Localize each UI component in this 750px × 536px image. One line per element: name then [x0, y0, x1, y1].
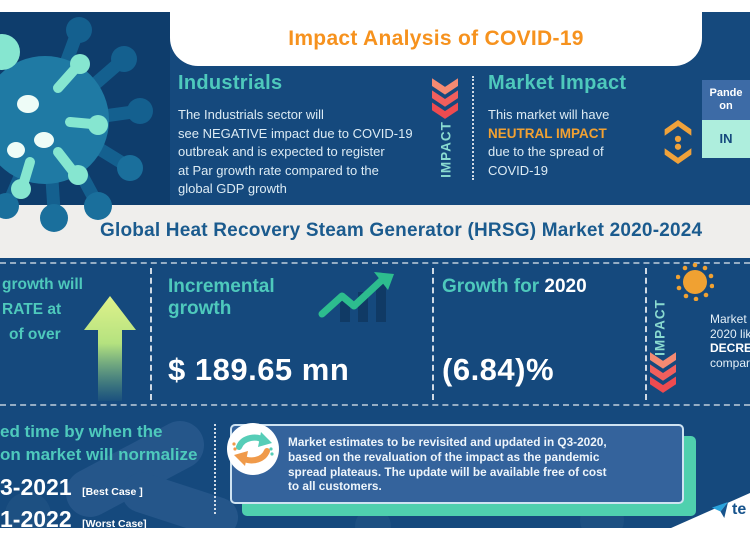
covid-banner: Impact Analysis of COVID-19 — [170, 12, 702, 66]
market-impact-section: Market Impact This market will have NEUT… — [488, 72, 668, 180]
growth-2020-heading: Growth for 2020 — [442, 276, 587, 298]
trend-line-icon — [318, 272, 394, 322]
bottom-white-strip — [0, 528, 750, 536]
stats-divider — [645, 268, 647, 400]
update-note-line: Market estimates to be revisited and upd… — [288, 435, 607, 449]
industrials-heading: Industrials — [178, 72, 283, 94]
stats-divider — [150, 268, 152, 400]
pandemic-box-header-line: on — [719, 100, 733, 112]
normalize-line: on market will normalize — [0, 445, 198, 464]
market-impact-line: COVID-19 — [488, 162, 548, 178]
neutral-impact-arrows-icon — [664, 120, 692, 164]
pandemic-box-header: Pande on — [702, 80, 750, 120]
growth-up-arrow-icon — [84, 296, 136, 401]
technavio-logo-text: te — [732, 501, 747, 518]
update-note-text: Market estimates to be revisited and upd… — [288, 435, 678, 494]
market-impact-heading: Market Impact — [488, 72, 627, 94]
top-white-strip — [0, 0, 750, 12]
industrials-line: see NEGATIVE impact due to COVID-19 — [178, 125, 413, 141]
title-band-background — [0, 205, 750, 258]
refresh-arrows-icon — [227, 423, 279, 475]
growth-note-line: of over — [9, 326, 61, 343]
stats-top-dashed-line — [0, 262, 750, 264]
pandemic-box-header-line: Pande — [709, 87, 743, 99]
bottom-section-divider — [214, 424, 216, 514]
market-impact-line: due to the spread of — [488, 144, 604, 159]
triple-down-chevron-icon — [432, 78, 458, 119]
normalize-line: ed time by when the — [0, 422, 163, 441]
best-case-label: [Best Case ] — [82, 486, 143, 498]
growth-note-section: growth will RATE at of over — [2, 272, 83, 347]
impact-2020-line: DECREASE — [710, 341, 750, 355]
technavio-logo-icon — [712, 501, 729, 518]
industrials-line: outbreak and is expected to register — [178, 144, 385, 159]
coronavirus-illustration — [0, 17, 153, 232]
stats-bottom-dashed-line — [0, 404, 750, 406]
worst-case-label: [Worst Case] — [82, 518, 147, 530]
virus-dot-icon — [676, 263, 714, 301]
industrials-line: global GDP growth — [178, 181, 287, 196]
impact-2020-line: compared — [710, 355, 750, 370]
stats-divider — [432, 268, 434, 400]
industrials-section: Industrials The Industrials sector will … — [178, 72, 438, 199]
update-note-line: spread plateaus. The update will be avai… — [288, 464, 607, 479]
banner-title: Impact Analysis of COVID-19 — [288, 27, 584, 50]
update-note-line: based on the revaluation of the impact a… — [288, 449, 600, 464]
incremental-heading-line: growth — [168, 298, 232, 319]
normalize-section: ed time by when the on market will norma… — [0, 420, 197, 533]
top-section-divider — [472, 76, 474, 180]
pandemic-box-body: IN — [702, 120, 750, 158]
growth-note-line: growth will — [2, 276, 83, 293]
impact-2020-line: 2020 likely — [710, 326, 750, 341]
technavio-logo: te — [712, 501, 746, 519]
market-impact-line: This market will have — [488, 107, 610, 122]
growth-note-line: RATE at — [2, 301, 62, 318]
impact-2020-text: Market gr 2020 likely DECREASE compared — [710, 312, 750, 370]
triple-down-chevron-icon — [650, 352, 676, 393]
growth-2020-value: (6.84)% — [442, 352, 555, 387]
worst-case-value: 1-2022 — [0, 506, 72, 532]
incremental-growth-value: $ 189.65 mn — [168, 352, 350, 387]
pandemic-impact-box: Pande on IN — [702, 80, 750, 158]
incremental-heading-line: Incremental — [168, 276, 275, 297]
best-case-value: 3-2021 — [0, 474, 72, 500]
update-note-line: to all customers. — [288, 479, 382, 494]
update-note-box: Market estimates to be revisited and upd… — [230, 424, 684, 504]
industrials-line: at Par growth rate compared to the — [178, 162, 379, 178]
industrials-line: The Industrials sector will — [178, 107, 324, 122]
impact-2020-line: Market gr — [710, 312, 750, 326]
neutral-impact-highlight: NEUTRAL IMPACT — [488, 125, 607, 141]
impact-vertical-label-industrials: IMPACT — [438, 121, 454, 178]
incremental-growth-section: Incremental growth $ 189.65 mn — [168, 276, 349, 388]
growth-2020-section: Growth for 2020 (6.84)% — [442, 276, 587, 388]
growth-2020-year: 2020 — [544, 276, 587, 297]
incremental-growth-heading: Incremental growth — [168, 276, 349, 320]
growth-2020-label: Growth for — [442, 276, 540, 297]
market-title: Global Heat Recovery Steam Generator (HR… — [100, 220, 703, 241]
